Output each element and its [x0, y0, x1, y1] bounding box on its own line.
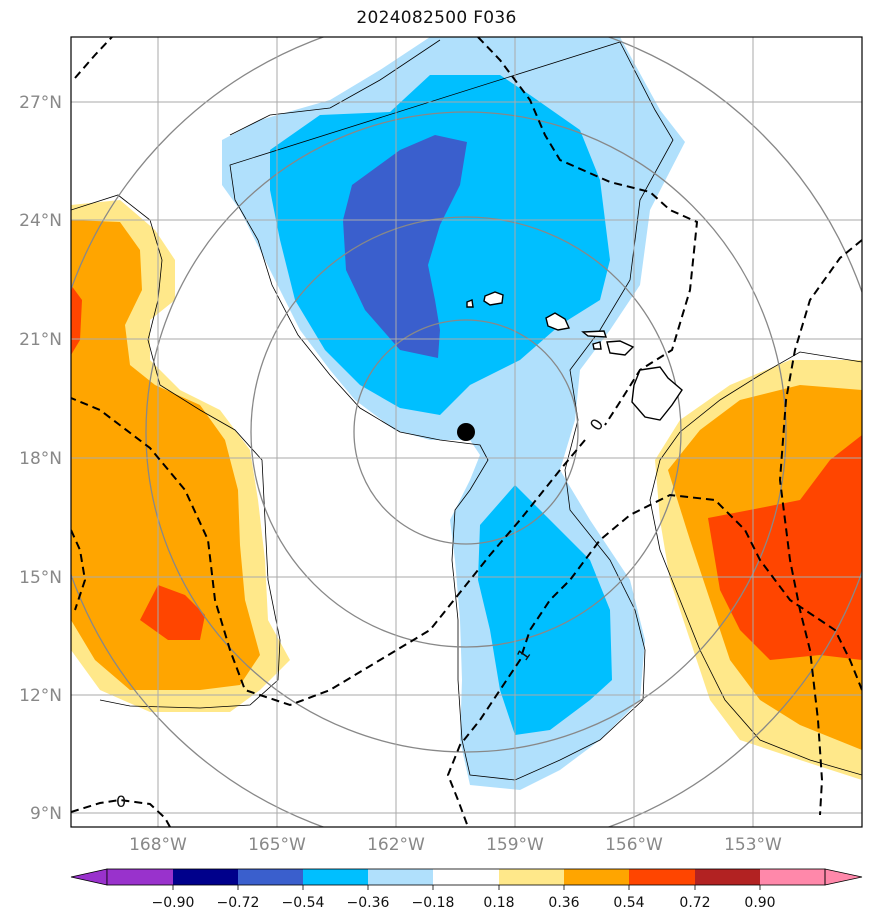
lat-label-21: 21°N: [19, 330, 62, 350]
lon-label-168: 168°W: [129, 835, 187, 855]
colorbar-segment-9: [629, 869, 695, 885]
map-frame: [70, 36, 863, 828]
lon-label-162: 162°W: [367, 835, 425, 855]
colorbar-segment-6: [433, 869, 499, 885]
lat-label-27: 27°N: [19, 93, 62, 113]
storm-center-marker: [457, 423, 475, 441]
hawaiian-islands: [466, 291, 683, 421]
latitude-labels: 27°N 24°N 21°N 18°N 15°N 12°N 9°N: [19, 93, 62, 824]
positive-west-red-small: [140, 585, 205, 640]
lat-label-9: 9°N: [30, 804, 62, 824]
colorbar-label-5: −0.18: [412, 895, 455, 911]
colorbar-label-10: 0.90: [744, 895, 775, 911]
colorbar-outline: [106, 868, 826, 886]
lat-label-15: 15°N: [19, 568, 62, 588]
lat-label-24: 24°N: [19, 211, 62, 231]
map-title: 2024082500 F036: [356, 8, 517, 28]
colorbar-label-3: −0.54: [282, 895, 325, 911]
colorbar-label-6: 0.18: [483, 895, 514, 911]
colorbar-label-8: 0.54: [613, 895, 644, 911]
contour-label-zero-2: 0: [116, 792, 126, 811]
positive-west-red: [71, 285, 82, 355]
lon-label-165: 165°W: [248, 835, 306, 855]
colorbar-label-7: 0.36: [548, 895, 579, 911]
colorbar-segment-10: [695, 869, 760, 885]
negative-medium-region: [270, 75, 610, 415]
colorbar-segment-3: [238, 869, 303, 885]
colorbar-high-extension: [824, 868, 863, 886]
colorbar-label-1: −0.90: [152, 895, 195, 911]
lat-label-18: 18°N: [19, 449, 62, 469]
zero-outline-west: [71, 194, 281, 709]
colorbar-segment-5: [368, 869, 433, 885]
contour-label-zero-1: 0: [586, 415, 607, 434]
zero-outline-central: [229, 39, 674, 781]
colorbar: −0.90 −0.72 −0.54 −0.36 −0.18 0.18 0.36 …: [70, 868, 863, 911]
map-field: 0 0 1: [71, 37, 862, 827]
colorbar-label-4: −0.36: [347, 895, 390, 911]
colorbar-segment-1: [107, 869, 173, 885]
dashed-contours: [71, 37, 862, 827]
negative-dark-region: [343, 135, 467, 358]
lon-label-153: 153°W: [724, 835, 782, 855]
lon-label-159: 159°W: [486, 835, 544, 855]
positive-east-red: [708, 435, 862, 660]
colorbar-segment-2: [173, 869, 238, 885]
colorbar-label-2: −0.72: [217, 895, 260, 911]
colorbar-label-9: 0.72: [679, 895, 710, 911]
lat-label-12: 12°N: [19, 686, 62, 706]
colorbar-segment-8: [564, 869, 629, 885]
colorbar-low-extension: [70, 868, 108, 886]
colorbar-segment-7: [499, 869, 564, 885]
colorbar-segment-11: [760, 869, 825, 885]
range-rings: [71, 37, 862, 827]
longitude-labels: 168°W 165°W 162°W 159°W 156°W 153°W: [129, 835, 782, 855]
colorbar-segment-4: [303, 869, 368, 885]
lon-label-156: 156°W: [605, 835, 663, 855]
gridlines: [71, 37, 862, 827]
